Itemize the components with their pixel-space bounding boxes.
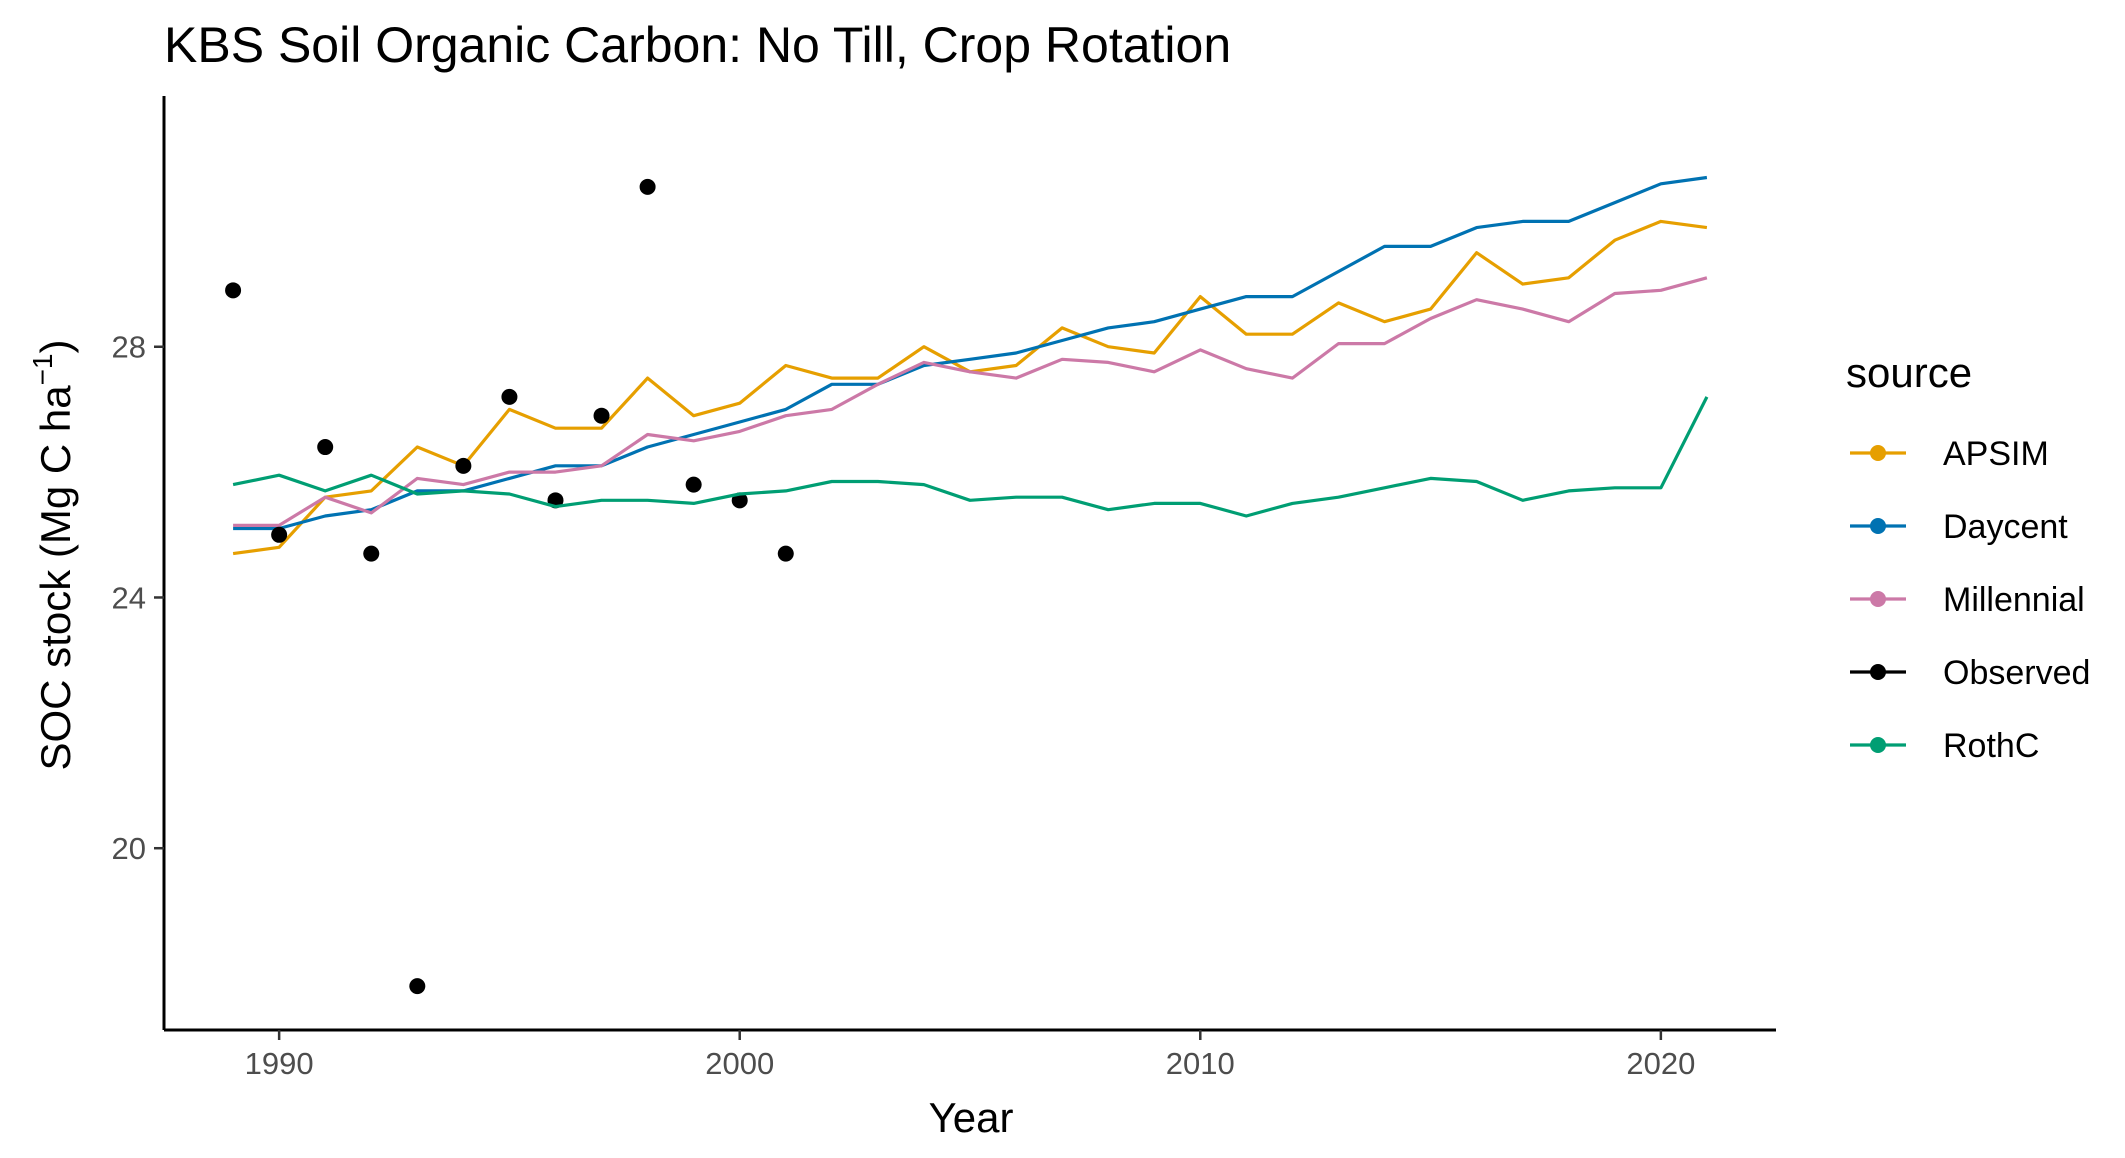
legend-key-dot bbox=[1870, 518, 1886, 534]
y-axis-title-main: SOC stock (Mg C ha bbox=[32, 385, 79, 771]
chart-title: KBS Soil Organic Carbon: No Till, Crop R… bbox=[164, 17, 1231, 73]
legend-item-millennial: Millennial bbox=[1850, 581, 2085, 619]
legend-item-apsim: APSIM bbox=[1850, 435, 2049, 473]
legend-item-daycent: Daycent bbox=[1850, 508, 2068, 546]
x-tick-label: 1990 bbox=[245, 1046, 314, 1081]
y-tick-label: 20 bbox=[112, 831, 146, 866]
y-tick-label: 28 bbox=[112, 330, 146, 365]
legend-label: Millennial bbox=[1943, 581, 2085, 619]
observed-point bbox=[225, 282, 242, 299]
y-tick-label: 24 bbox=[112, 580, 146, 615]
x-tick-label: 2000 bbox=[705, 1046, 774, 1081]
observed-point bbox=[685, 476, 702, 493]
observed-point bbox=[317, 439, 334, 456]
x-tick-label: 2020 bbox=[1626, 1046, 1695, 1081]
legend-key-dot bbox=[1870, 664, 1886, 680]
legend-label: Daycent bbox=[1943, 508, 2068, 546]
series-line-millennial bbox=[233, 276, 1708, 528]
series-line-apsim bbox=[232, 219, 1708, 556]
legend-item-observed: Observed bbox=[1850, 654, 2090, 692]
observed-point bbox=[639, 178, 656, 195]
observed-point bbox=[409, 978, 426, 995]
series-line-daycent bbox=[233, 175, 1708, 531]
legend-title: source bbox=[1846, 349, 1972, 396]
observed-point bbox=[777, 545, 794, 562]
series-line-rothc bbox=[232, 396, 1709, 518]
x-axis-title: Year bbox=[929, 1094, 1014, 1141]
observed-point bbox=[271, 526, 288, 543]
legend-key-dot bbox=[1870, 445, 1886, 461]
legend-label: Observed bbox=[1943, 654, 2090, 692]
observed-point bbox=[501, 388, 518, 405]
y-axis-title-superscript: −1 bbox=[27, 353, 58, 385]
x-tick-label: 2010 bbox=[1166, 1046, 1235, 1081]
legend-key-dot bbox=[1870, 591, 1886, 607]
legend-label: APSIM bbox=[1943, 435, 2049, 473]
y-axis-title: SOC stock (Mg C ha−1) bbox=[27, 339, 79, 770]
legend-key-dot bbox=[1870, 737, 1886, 753]
y-axis-title-close: ) bbox=[32, 339, 79, 353]
observed-point bbox=[363, 545, 380, 562]
observed-point bbox=[455, 457, 472, 474]
legend: source APSIM Daycent Millennial Observed Rot… bbox=[1846, 349, 2090, 765]
observed-point bbox=[593, 407, 610, 424]
legend-label: RothC bbox=[1943, 727, 2039, 765]
series-layer bbox=[225, 175, 1709, 995]
legend-item-rothc: RothC bbox=[1850, 727, 2039, 765]
